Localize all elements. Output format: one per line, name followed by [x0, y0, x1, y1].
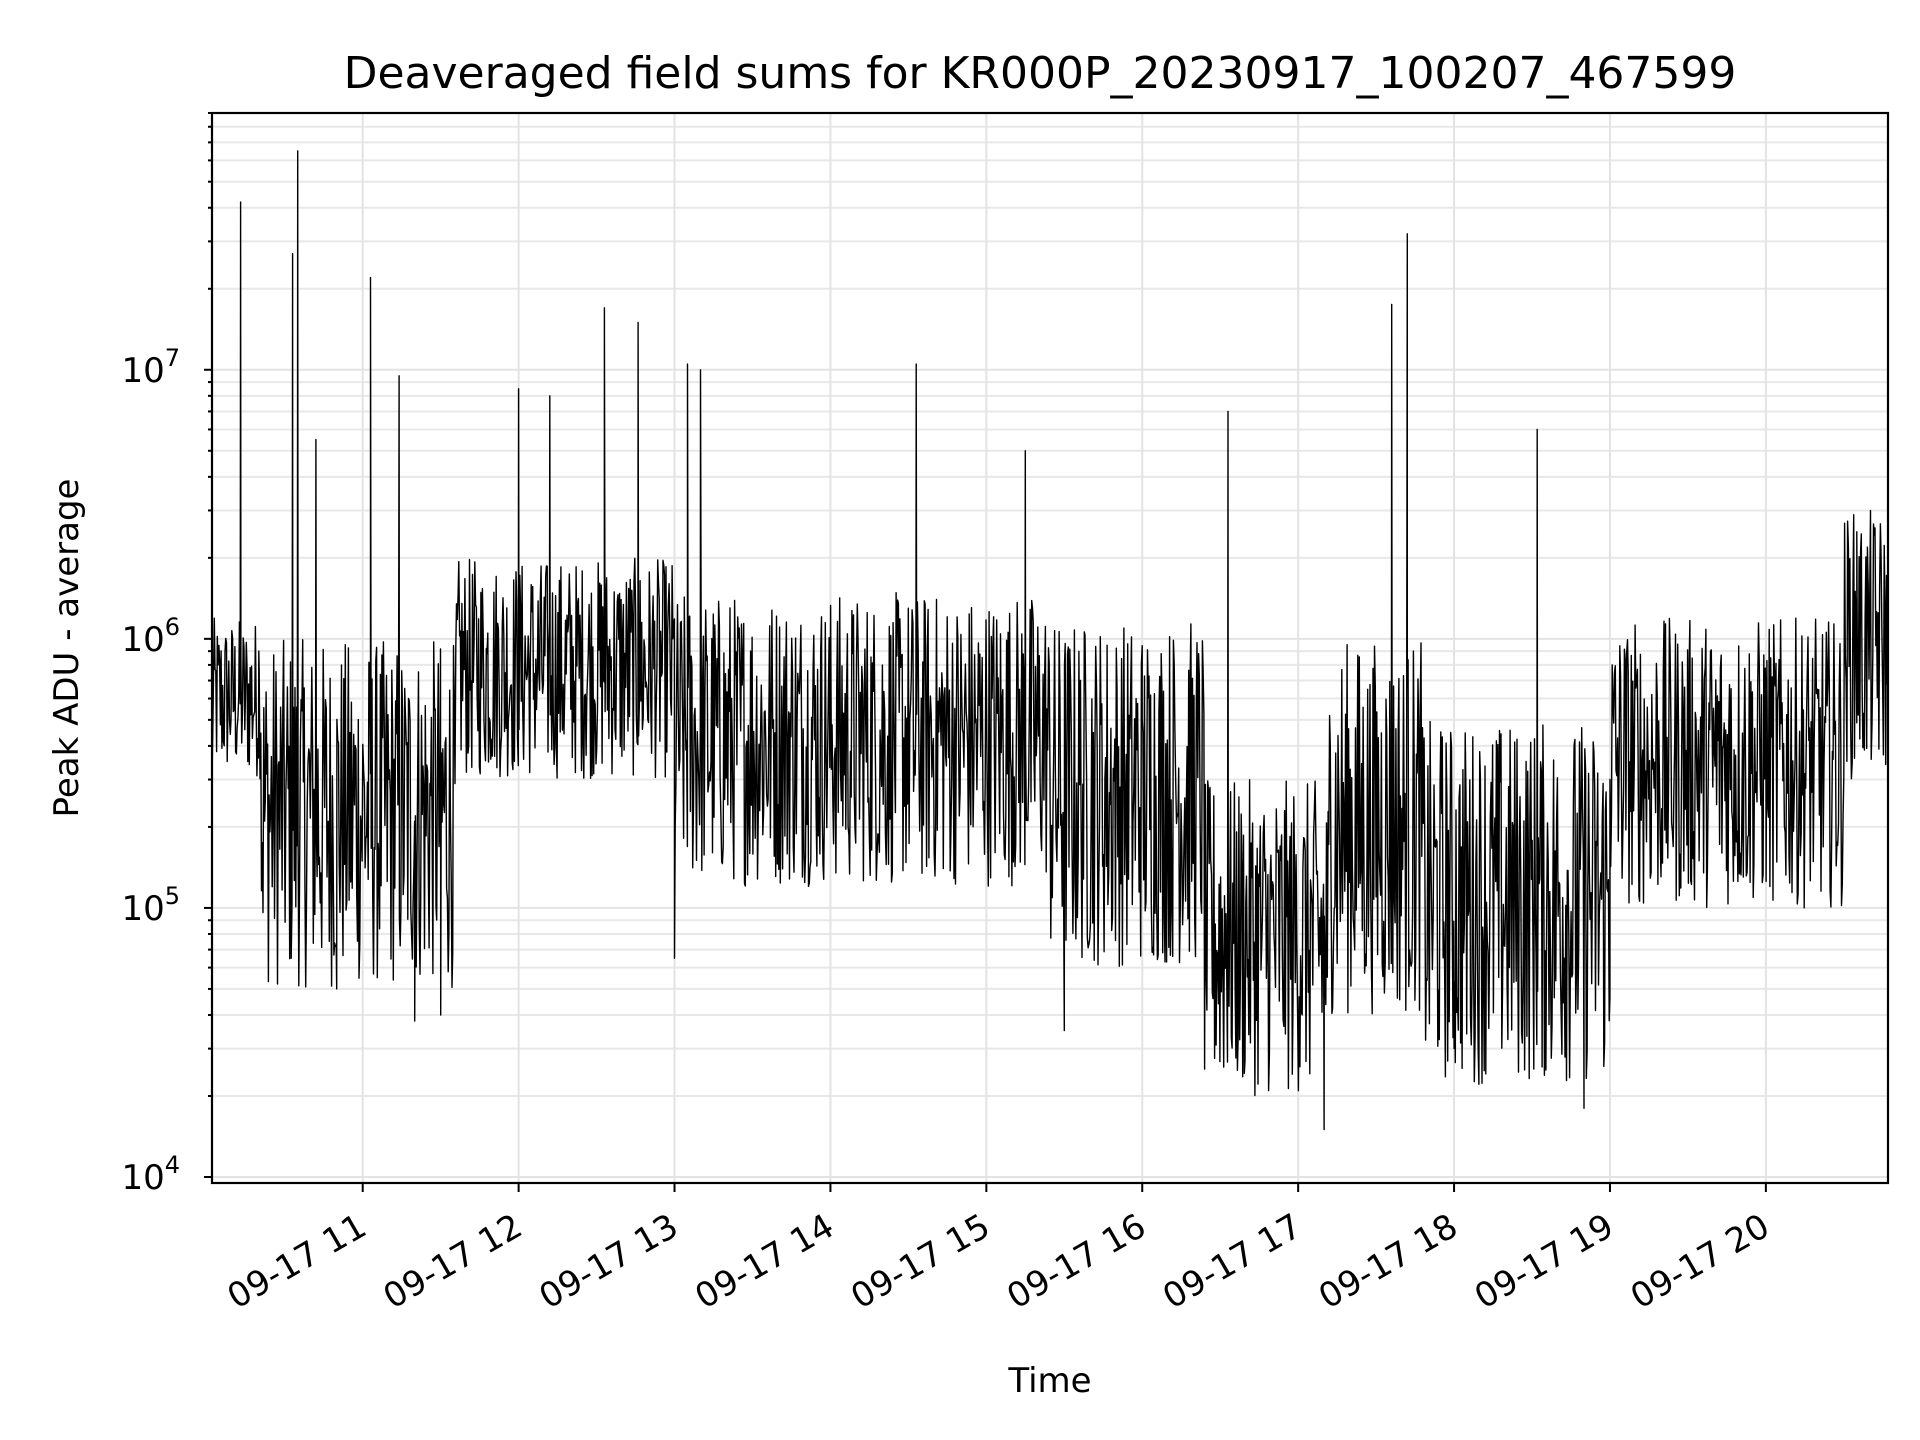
y-tick-label: 106 [121, 613, 180, 660]
y-tick-label: 107 [121, 344, 180, 391]
y-tick-label: 104 [121, 1151, 180, 1198]
series-line [211, 150, 1889, 1131]
series-trace [211, 150, 1889, 1131]
y-tick-labels: 104 105 106 107 [121, 344, 180, 1198]
y-tick-label: 105 [121, 882, 180, 929]
chart-title: Deaveraged field sums for KR000P_2023091… [344, 48, 1737, 99]
axis-ticks [204, 112, 1767, 1192]
x-axis-label: Time [1007, 1361, 1091, 1401]
plot-frame [210, 111, 1890, 1185]
y-axis-label: Peak ADU - average [47, 479, 87, 818]
